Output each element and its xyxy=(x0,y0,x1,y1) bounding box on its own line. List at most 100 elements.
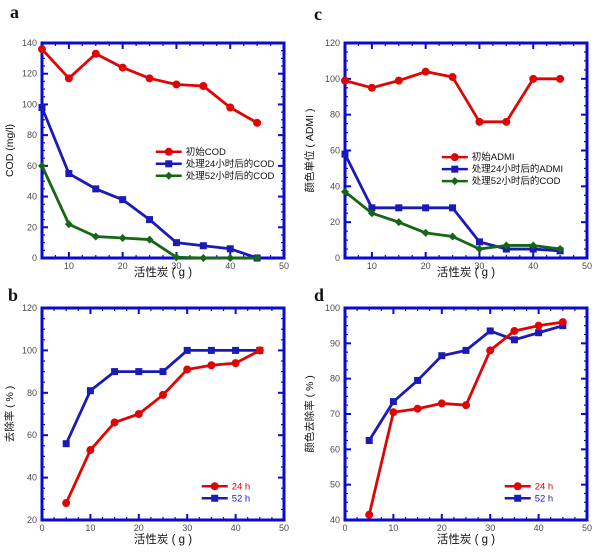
panel-a: a 10 20 30 40 50 0 20 40 60 80 100 120 140 活性炭 ( g ) C… xyxy=(0,0,300,279)
svg-text:60: 60 xyxy=(27,430,37,440)
x-axis-label: 活性炭 ( g ) xyxy=(437,532,495,546)
svg-text:初始ADMI: 初始ADMI xyxy=(472,151,515,163)
svg-text:60: 60 xyxy=(330,444,340,454)
svg-text:50: 50 xyxy=(279,523,289,533)
svg-text:120: 120 xyxy=(22,69,37,79)
svg-text:52 h: 52 h xyxy=(232,493,251,504)
chart-admi-vs-carbon: 10 20 30 40 50 0 20 40 60 80 100 120 活性炭 ( g ) 颜色单位 (… xyxy=(303,38,592,279)
series-初始COD xyxy=(38,45,262,127)
svg-text:10: 10 xyxy=(85,523,95,533)
svg-text:0: 0 xyxy=(32,253,37,263)
svg-text:30: 30 xyxy=(171,261,181,271)
svg-text:24 h: 24 h xyxy=(535,481,554,492)
svg-text:100: 100 xyxy=(325,303,340,313)
panel-c: c 10 20 30 40 50 0 20 40 60 80 100 120 活性炭 ( g ) 颜色单位… xyxy=(300,0,600,279)
svg-text:初始COD: 初始COD xyxy=(186,146,226,158)
svg-text:20: 20 xyxy=(118,261,128,271)
svg-text:50: 50 xyxy=(279,261,289,271)
legend: 24 h52 h xyxy=(201,481,251,504)
chart-cod-vs-carbon: 10 20 30 40 50 0 20 40 60 80 100 120 140 活性炭 ( g ) COD… xyxy=(4,38,289,279)
svg-text:0: 0 xyxy=(335,253,340,263)
svg-text:80: 80 xyxy=(330,110,340,120)
svg-text:20: 20 xyxy=(421,261,431,271)
svg-text:30: 30 xyxy=(474,261,484,271)
svg-text:20: 20 xyxy=(437,523,447,533)
svg-text:处理52小时后的COD: 处理52小时后的COD xyxy=(186,170,275,182)
legend: 24 h52 h xyxy=(504,481,554,504)
svg-text:100: 100 xyxy=(22,345,37,355)
svg-text:50: 50 xyxy=(582,523,592,533)
svg-text:120: 120 xyxy=(22,303,37,313)
svg-text:40: 40 xyxy=(27,192,37,202)
series-52 h xyxy=(365,322,567,444)
svg-text:10: 10 xyxy=(64,261,74,271)
plot-frame xyxy=(40,41,286,260)
tick-labels: 10 20 30 40 50 0 20 40 60 80 100 120 xyxy=(325,38,592,271)
x-axis-label: 活性炭 ( g ) xyxy=(437,265,495,279)
tick-labels: 0 10 20 30 40 50 20 40 60 80 100 120 xyxy=(22,303,289,533)
svg-text:90: 90 xyxy=(330,338,340,348)
panel-letter-a: a xyxy=(10,2,19,22)
panel-letter-b: b xyxy=(8,285,19,305)
svg-text:100: 100 xyxy=(325,74,340,84)
series-52 h xyxy=(62,346,264,448)
svg-text:20: 20 xyxy=(330,217,340,227)
svg-text:80: 80 xyxy=(27,130,37,140)
svg-text:处理24小时后的COD: 处理24小时后的COD xyxy=(186,158,275,170)
svg-text:40: 40 xyxy=(225,261,235,271)
svg-text:40: 40 xyxy=(534,523,544,533)
tick-labels: 10 20 30 40 50 0 20 40 60 80 100 120 140 xyxy=(22,38,289,271)
svg-text:30: 30 xyxy=(182,523,192,533)
x-axis-label: 活性炭 ( g ) xyxy=(134,265,192,279)
svg-text:50: 50 xyxy=(582,261,592,271)
series-24 h xyxy=(62,346,264,508)
x-axis-label: 活性炭 ( g ) xyxy=(134,532,192,546)
svg-text:60: 60 xyxy=(27,161,37,171)
y-axis-label: 去除率 ( % ) xyxy=(3,386,16,443)
axis-ticks xyxy=(41,307,285,521)
svg-text:30: 30 xyxy=(485,523,495,533)
axis-ticks xyxy=(344,307,588,521)
svg-text:处理24小时后的ADMI: 处理24小时后的ADMI xyxy=(472,163,563,175)
series-处理52小时后的COD xyxy=(341,187,565,254)
chart-color-removal-vs-carbon: 0 10 20 30 40 50 40 50 60 70 80 90 100 活性炭 ( g ) 颜色去除率… xyxy=(303,303,592,546)
svg-text:处理52小时后的COD: 处理52小时后的COD xyxy=(472,175,561,187)
svg-text:40: 40 xyxy=(330,181,340,191)
svg-text:20: 20 xyxy=(27,222,37,232)
svg-text:0: 0 xyxy=(342,523,347,533)
svg-text:40: 40 xyxy=(330,515,340,525)
y-axis-label: COD (mg/l) xyxy=(4,124,16,177)
svg-text:140: 140 xyxy=(22,38,37,48)
panel-letter-c: c xyxy=(314,4,322,24)
svg-text:50: 50 xyxy=(330,480,340,490)
svg-text:52 h: 52 h xyxy=(535,493,554,504)
svg-text:70: 70 xyxy=(330,409,340,419)
tick-labels: 0 10 20 30 40 50 40 50 60 70 80 90 100 xyxy=(325,303,592,533)
svg-text:10: 10 xyxy=(388,523,398,533)
y-axis-label: 颜色单位 ( ADMI ) xyxy=(303,109,316,193)
svg-text:80: 80 xyxy=(27,388,37,398)
panel-b: b 0 10 20 30 40 50 20 40 60 80 100 120 活性炭 ( g ) 去除率 … xyxy=(0,278,300,555)
svg-text:100: 100 xyxy=(22,99,37,109)
chart-removal-rate-vs-carbon: 0 10 20 30 40 50 20 40 60 80 100 120 活性炭 ( g ) 去除率 ( … xyxy=(3,303,289,546)
svg-text:20: 20 xyxy=(27,515,37,525)
svg-text:24 h: 24 h xyxy=(232,481,251,492)
svg-text:20: 20 xyxy=(134,523,144,533)
y-axis-label: 颜色去除率 ( % ) xyxy=(303,375,316,453)
svg-text:40: 40 xyxy=(27,473,37,483)
svg-text:40: 40 xyxy=(528,261,538,271)
svg-text:80: 80 xyxy=(330,374,340,384)
svg-text:40: 40 xyxy=(231,523,241,533)
svg-text:10: 10 xyxy=(367,261,377,271)
series-24 h xyxy=(365,318,567,519)
axis-ticks xyxy=(41,42,285,259)
axis-ticks xyxy=(344,42,588,259)
svg-text:0: 0 xyxy=(39,523,44,533)
svg-text:120: 120 xyxy=(325,38,340,48)
series-初始ADMI xyxy=(341,67,565,126)
series-处理52小时后的COD xyxy=(38,161,262,262)
panel-d: d 0 10 20 30 40 50 40 50 60 70 80 90 100 活性炭 ( g ) 颜色去… xyxy=(300,278,600,555)
